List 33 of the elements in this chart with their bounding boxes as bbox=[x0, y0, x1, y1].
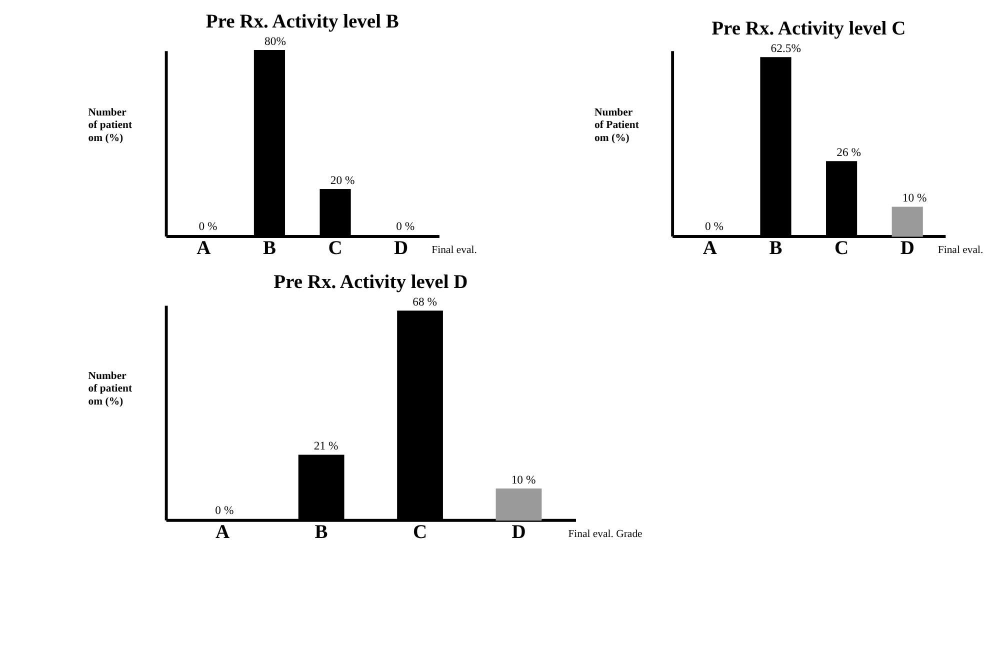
chart-title: Pre Rx. Activity level D bbox=[274, 272, 468, 293]
data-label: 0 % bbox=[704, 220, 724, 234]
data-label: 80% bbox=[264, 34, 286, 48]
data-label: 10 % bbox=[902, 192, 928, 205]
data-label: 68 % bbox=[412, 296, 438, 309]
data-label: 0 % bbox=[198, 220, 218, 234]
y-axis-title: Number of Patient om (%) bbox=[594, 106, 640, 144]
x-tick-label: A bbox=[216, 522, 230, 543]
x-tick-label: C bbox=[412, 522, 428, 543]
x-tick-label: B bbox=[314, 522, 328, 543]
data-label: 21 % bbox=[314, 440, 339, 453]
data-label: 62.5% bbox=[770, 42, 802, 55]
data-label: 10 % bbox=[511, 473, 536, 486]
x-tick-label: D bbox=[394, 238, 408, 260]
x-tick-label: D bbox=[900, 238, 914, 260]
x-axis-title: Final eval. bbox=[432, 244, 477, 256]
x-tick-label: B bbox=[262, 238, 276, 260]
data-label: 20 % bbox=[330, 174, 355, 187]
x-tick-label: C bbox=[328, 238, 342, 260]
x-tick-label: A bbox=[702, 238, 717, 260]
data-label: 26 % bbox=[836, 146, 862, 160]
data-label: 0 % bbox=[215, 504, 234, 518]
x-axis-title: Final eval. bbox=[938, 244, 984, 256]
y-axis-title: Number of patient om (%) bbox=[88, 106, 132, 144]
x-tick-label: C bbox=[834, 238, 849, 260]
data-label: 0 % bbox=[396, 220, 415, 234]
x-axis-title: Final eval. Grade bbox=[568, 528, 643, 540]
x-tick-label: D bbox=[512, 522, 526, 543]
chart-title: Pre Rx. Activity level B bbox=[206, 11, 399, 32]
y-axis-title: Number of patient om (%) bbox=[88, 370, 132, 408]
x-tick-label: B bbox=[769, 238, 782, 260]
chart-title: Pre Rx. Activity level C bbox=[712, 18, 906, 40]
x-tick-label: A bbox=[196, 238, 211, 260]
